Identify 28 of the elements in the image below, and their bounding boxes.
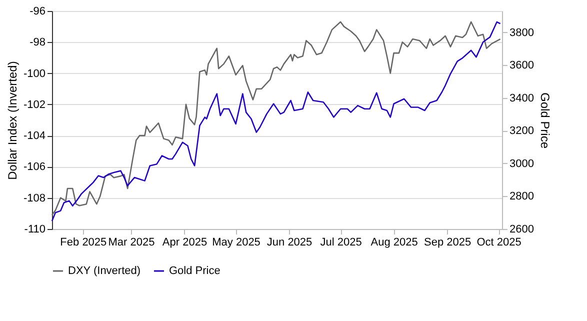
y-tick-label: -98 <box>30 36 46 49</box>
legend-label: Gold Price <box>169 265 220 277</box>
legend-label: DXY (Inverted) <box>68 265 141 277</box>
y-tick-label: -110 <box>24 224 46 236</box>
y2-tick-label: 3800 <box>510 26 534 39</box>
x-tick-label: Jun 2025 <box>266 236 312 248</box>
y2-tick-label: 3200 <box>510 125 534 138</box>
y2-tick-label: 2800 <box>510 190 534 203</box>
x-tick-label: May 2025 <box>212 236 260 248</box>
y-tick-label: -96 <box>30 6 46 18</box>
x-tick-label: Feb 2025 <box>60 236 107 248</box>
x-tick-label: Mar 2025 <box>108 236 155 248</box>
y2-axis-title: Gold Price <box>538 92 552 149</box>
y-axis-title: Dollar Index (Inverted) <box>5 61 20 180</box>
y-tick-label: -100 <box>23 68 46 80</box>
y-tick-label: -108 <box>23 192 46 204</box>
y-tick-label: -102 <box>23 98 46 111</box>
x-tick-label: Jul 2025 <box>320 236 362 248</box>
x-tick-label: Aug 2025 <box>370 236 418 248</box>
y-tick-label: -106 <box>23 161 46 174</box>
y2-tick-label: 3000 <box>510 158 534 170</box>
y2-tick-label: 3400 <box>510 92 534 104</box>
x-tick-label: Apr 2025 <box>162 236 208 248</box>
x-tick-label: Sep 2025 <box>424 236 472 248</box>
y-tick-label: -104 <box>23 130 46 142</box>
x-tick-label: Oct 2025 <box>476 236 522 248</box>
y2-tick-label: 2600 <box>510 224 534 236</box>
y2-tick-label: 3600 <box>510 60 534 72</box>
